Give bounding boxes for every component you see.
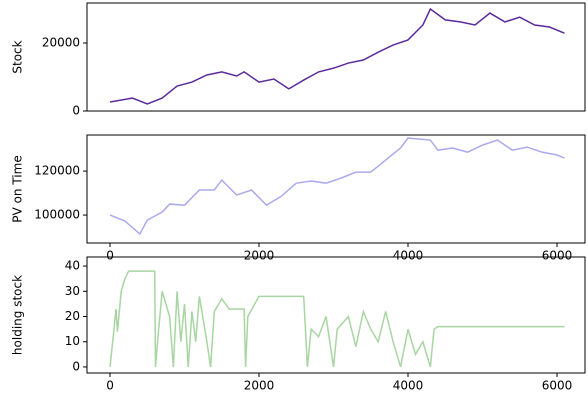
y-tick-label: 0 (72, 104, 80, 118)
y-axis-label: Stock (11, 40, 25, 73)
x-tick-label: 0 (106, 379, 114, 393)
x-tick-label: 6000 (542, 249, 573, 263)
x-tick-label: 0 (106, 249, 114, 263)
axes-frame (86, 2, 586, 112)
x-tick-label: 6000 (542, 379, 573, 393)
y-tick-label: 20 (65, 309, 80, 323)
y-tick-label: 40 (65, 259, 80, 273)
y-tick-label: 100000 (34, 208, 80, 222)
y-tick-label: 30 (65, 284, 80, 298)
axes-frame (86, 134, 586, 244)
y-tick-label: 120000 (34, 164, 80, 178)
x-tick-label: 4000 (393, 379, 424, 393)
axes-frame (86, 256, 586, 374)
y-tick-label: 20000 (42, 36, 80, 50)
data-line (109, 7, 565, 105)
y-axis-label: holding stock (11, 275, 25, 355)
x-tick-label: 2000 (244, 249, 275, 263)
x-tick-label: 2000 (244, 379, 275, 393)
x-tick-label: 4000 (393, 249, 424, 263)
data-line (109, 137, 565, 236)
y-axis-label: PV on Time (11, 155, 25, 222)
y-tick-label: 10 (65, 334, 80, 348)
data-line (109, 270, 565, 368)
y-tick-label: 0 (72, 359, 80, 373)
